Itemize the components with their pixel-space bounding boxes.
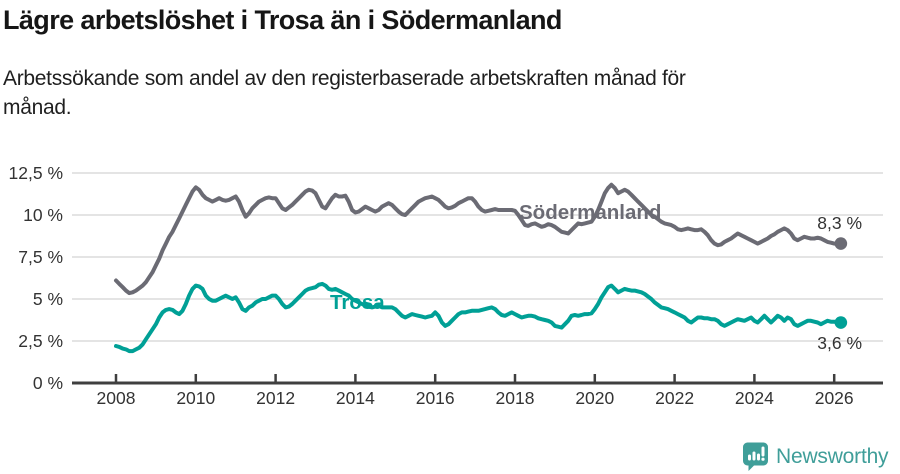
x-tick-label: 2022 (655, 388, 694, 408)
series-label-södermanland: Södermanland (519, 201, 661, 224)
x-tick-label: 2014 (336, 388, 375, 408)
series-end-dot-trosa (834, 316, 848, 329)
newsworthy-logo-icon (743, 442, 768, 471)
y-tick-label: 10 % (23, 205, 63, 225)
x-tick-label: 2026 (815, 388, 854, 408)
end-value-label-södermanland: 8,3 % (817, 213, 862, 233)
series-end-dot-södermanland (834, 237, 848, 250)
y-tick-label: 2,5 % (18, 331, 63, 351)
y-tick-label: 0 % (33, 373, 63, 393)
logo-barchart-glyph (748, 446, 765, 461)
x-tick-label: 2020 (575, 388, 614, 408)
x-tick-label: 2018 (496, 388, 535, 408)
y-tick-label: 12,5 % (9, 163, 63, 183)
y-tick-label: 5 % (33, 289, 63, 309)
end-value-label-trosa: 3,6 % (817, 333, 862, 353)
x-tick-label: 2016 (416, 388, 455, 408)
y-tick-label: 7,5 % (18, 247, 63, 267)
page-title: Lägre arbetslöshet i Trosa än i Söderman… (3, 5, 562, 35)
x-tick-label: 2024 (735, 388, 774, 408)
x-tick-label: 2008 (97, 388, 136, 408)
chart-subtitle: Arbetssökande som andel av den registerb… (3, 64, 686, 122)
chart-subtitle-line1: Arbetssökande som andel av den registerb… (3, 67, 686, 90)
x-tick-label: 2012 (256, 388, 295, 408)
chart-subtitle-line2: månad. (3, 96, 72, 119)
series-line-trosa (114, 281, 843, 354)
series-line-södermanland (114, 182, 843, 296)
newsworthy-logo: Newsworthy (742, 441, 889, 472)
x-tick-label: 2010 (176, 388, 215, 408)
newsworthy-wordmark: Newsworthy (776, 444, 889, 468)
series-label-trosa: Trosa (330, 291, 385, 314)
